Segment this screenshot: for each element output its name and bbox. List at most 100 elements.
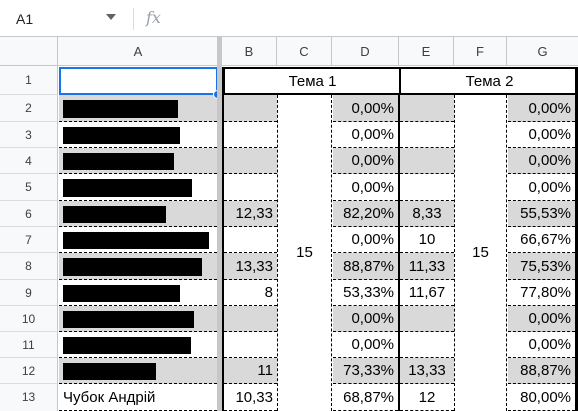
score-cell-b-row-11[interactable]	[224, 332, 277, 358]
percent-cell-d-row-5[interactable]: 0,00%	[333, 174, 398, 201]
name-cell-row-3[interactable]	[59, 122, 217, 148]
row-header-9[interactable]: 9	[0, 280, 58, 306]
topic2-header[interactable]: Тема 2	[399, 67, 578, 95]
row-header-5[interactable]: 5	[0, 174, 58, 201]
percent-cell-g-row-13[interactable]: 80,00%	[508, 384, 575, 411]
name-cell-row-7[interactable]	[59, 227, 217, 253]
score-cell-b-row-13[interactable]: 10,33	[224, 384, 277, 411]
score-cell-e-row-12[interactable]: 13,33	[400, 358, 454, 384]
fx-icon: fx	[146, 8, 161, 27]
percent-cell-d-row-4[interactable]: 0,00%	[333, 148, 398, 174]
name-box[interactable]: A1	[16, 11, 34, 27]
percent-cell-d-row-3[interactable]: 0,00%	[333, 122, 398, 148]
formula-bar: A1 fx	[0, 0, 578, 37]
column-header-f[interactable]: F	[454, 37, 507, 66]
percent-cell-d-row-13[interactable]: 68,87%	[333, 384, 398, 411]
name-cell-row-12[interactable]	[59, 358, 217, 384]
score-cell-e-row-10[interactable]	[400, 306, 454, 332]
name-box-dropdown-icon[interactable]	[106, 14, 116, 20]
percent-cell-d-row-8[interactable]: 88,87%	[333, 253, 398, 280]
percent-cell-d-row-10[interactable]: 0,00%	[333, 306, 398, 332]
score-cell-b-row-12[interactable]: 11	[224, 358, 277, 384]
score-cell-e-row-13[interactable]: 12	[400, 384, 454, 411]
percent-cell-d-row-2[interactable]: 0,00%	[333, 95, 398, 122]
score-cell-b-row-7[interactable]	[224, 227, 277, 253]
score-cell-b-row-10[interactable]	[224, 306, 277, 332]
percent-cell-g-row-9[interactable]: 77,80%	[508, 280, 575, 306]
score-cell-e-row-4[interactable]	[400, 148, 454, 174]
percent-cell-g-row-3[interactable]: 0,00%	[508, 122, 575, 148]
percent-cell-d-row-11[interactable]: 0,00%	[333, 332, 398, 358]
percent-cell-g-row-6[interactable]: 55,53%	[508, 201, 575, 227]
name-cell-row-4[interactable]	[59, 148, 217, 174]
column-header-e[interactable]: E	[399, 37, 454, 66]
percent-cell-g-row-10[interactable]: 0,00%	[508, 306, 575, 332]
row-header-12[interactable]: 12	[0, 358, 58, 384]
topic1-header[interactable]: Тема 1	[223, 67, 400, 95]
column-header-d[interactable]: D	[332, 37, 399, 66]
name-cell-row-6[interactable]	[59, 201, 217, 227]
row-header-6[interactable]: 6	[0, 201, 58, 227]
percent-cell-d-row-6[interactable]: 82,20%	[333, 201, 398, 227]
percent-cell-d-row-7[interactable]: 0,00%	[333, 227, 398, 253]
redaction-bar	[63, 337, 191, 354]
score-cell-b-row-6[interactable]: 12,33	[224, 201, 277, 227]
merged-cell-c[interactable]: 15	[277, 95, 332, 411]
topic-divider	[398, 95, 400, 411]
score-cell-e-row-9[interactable]: 11,67	[400, 280, 454, 306]
row-header-13[interactable]: 13	[0, 384, 58, 411]
name-cell-row-5[interactable]	[59, 174, 217, 201]
score-cell-e-row-2[interactable]	[400, 95, 454, 122]
row-header-8[interactable]: 8	[0, 253, 58, 280]
redaction-bar	[63, 179, 192, 197]
score-cell-b-row-8[interactable]: 13,33	[224, 253, 277, 280]
row-header-4[interactable]: 4	[0, 148, 58, 174]
redaction-bar	[63, 285, 180, 302]
row-header-1[interactable]: 1	[0, 66, 58, 95]
score-cell-b-row-2[interactable]	[224, 95, 277, 122]
score-cell-e-row-8[interactable]: 11,33	[400, 253, 454, 280]
percent-cell-d-row-12[interactable]: 73,33%	[333, 358, 398, 384]
name-cell-row-10[interactable]	[59, 306, 217, 332]
redaction-bar	[63, 232, 209, 249]
score-cell-b-row-4[interactable]	[224, 148, 277, 174]
percent-cell-g-row-12[interactable]: 88,87%	[508, 358, 575, 384]
percent-cell-g-row-5[interactable]: 0,00%	[508, 174, 575, 201]
name-cell-row-8[interactable]	[59, 253, 217, 280]
formula-input[interactable]	[180, 8, 570, 30]
name-cell-row-2[interactable]	[59, 95, 217, 122]
score-cell-e-row-6[interactable]: 8,33	[400, 201, 454, 227]
score-cell-e-row-3[interactable]	[400, 122, 454, 148]
column-header-a[interactable]: A	[58, 37, 219, 66]
score-cell-e-row-7[interactable]: 10	[400, 227, 454, 253]
percent-cell-g-row-2[interactable]: 0,00%	[508, 95, 575, 122]
select-all-corner[interactable]	[0, 37, 58, 66]
row-header-10[interactable]: 10	[0, 306, 58, 332]
name-cell-row-9[interactable]	[59, 280, 217, 306]
row-header-2[interactable]: 2	[0, 95, 58, 122]
percent-cell-g-row-11[interactable]: 0,00%	[508, 332, 575, 358]
row-header-11[interactable]: 11	[0, 332, 58, 358]
row-header-3[interactable]: 3	[0, 122, 58, 148]
frozen-column-divider[interactable]	[217, 37, 222, 411]
name-cell-row-11[interactable]	[59, 332, 217, 358]
percent-cell-g-row-8[interactable]: 75,53%	[508, 253, 575, 280]
redaction-bar	[63, 153, 174, 170]
score-cell-e-row-5[interactable]	[400, 174, 454, 201]
percent-cell-g-row-7[interactable]: 66,67%	[508, 227, 575, 253]
redaction-bar	[63, 363, 156, 380]
row-header-7[interactable]: 7	[0, 227, 58, 253]
percent-cell-d-row-9[interactable]: 53,33%	[333, 280, 398, 306]
name-cell-row-13[interactable]: Чубок Андрій	[59, 384, 217, 411]
score-cell-b-row-9[interactable]: 8	[224, 280, 277, 306]
percent-cell-g-row-4[interactable]: 0,00%	[508, 148, 575, 174]
score-cell-b-row-3[interactable]	[224, 122, 277, 148]
score-cell-b-row-5[interactable]	[224, 174, 277, 201]
score-cell-e-row-11[interactable]	[400, 332, 454, 358]
column-header-g[interactable]: G	[507, 37, 578, 66]
column-header-c[interactable]: C	[277, 37, 332, 66]
column-header-b[interactable]: B	[222, 37, 277, 66]
merged-cell-f[interactable]: 15	[454, 95, 507, 411]
active-cell-selection[interactable]	[59, 67, 218, 95]
redaction-bar	[63, 127, 180, 144]
